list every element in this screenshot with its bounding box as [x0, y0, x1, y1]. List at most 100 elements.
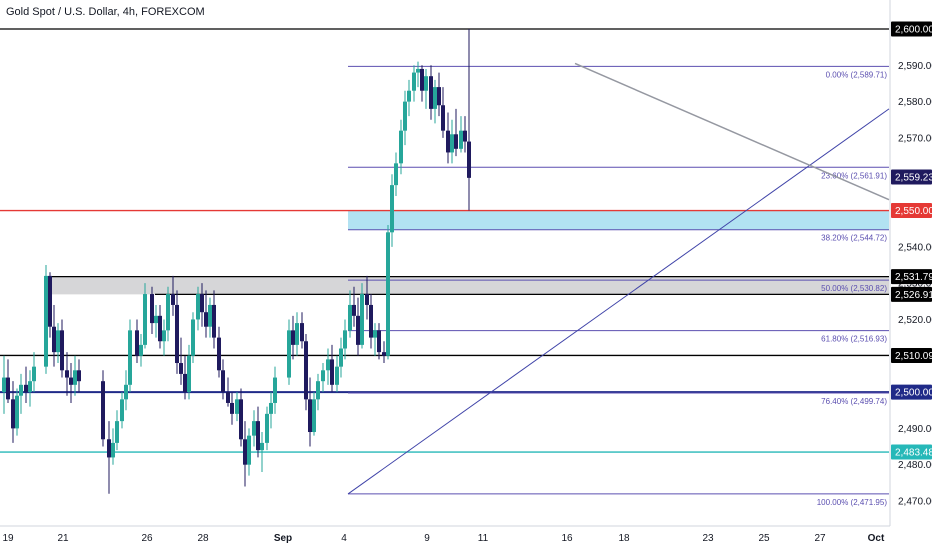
- candle-body: [183, 373, 187, 393]
- candle-body: [390, 185, 394, 233]
- fib-label: 23.60% (2,561.91): [821, 171, 887, 180]
- candle-body: [386, 232, 390, 356]
- candle-body: [179, 363, 183, 374]
- candle-body: [217, 337, 221, 371]
- time-tick-label: 27: [814, 533, 826, 544]
- candle-body: [230, 402, 234, 414]
- candle-body: [356, 315, 360, 345]
- candle-body: [135, 330, 139, 356]
- time-tick-label: 16: [561, 533, 573, 544]
- price-badge-label: 2,500.00: [895, 388, 932, 399]
- candle-body: [403, 101, 407, 131]
- time-tick-label: Sep: [274, 533, 292, 544]
- candle-body: [352, 304, 356, 316]
- candle-body: [343, 330, 347, 349]
- time-tick-label: 11: [478, 533, 489, 544]
- candle-body: [420, 68, 424, 91]
- price-axis-bg: [890, 0, 932, 526]
- price-tick-label: 2,480.00: [898, 460, 932, 471]
- candle-body: [446, 130, 450, 153]
- price-tick-label: 2,470.00: [898, 497, 932, 508]
- time-tick-label: 26: [141, 533, 153, 544]
- candle-body: [154, 315, 158, 324]
- price-badge: [891, 286, 932, 302]
- candle-body: [433, 87, 437, 109]
- price-badge: [891, 169, 932, 185]
- candle-body: [212, 304, 216, 338]
- candle-body: [196, 294, 200, 320]
- candle-body: [171, 294, 175, 305]
- candle-body: [208, 304, 212, 327]
- candle-body: [73, 370, 77, 385]
- candle-body: [377, 330, 381, 353]
- price-tick-label: 2,570.00: [898, 133, 932, 144]
- candle-body: [239, 399, 243, 440]
- candle-body: [463, 130, 467, 142]
- candle-body: [441, 105, 445, 131]
- candle-body: [412, 72, 416, 91]
- candle-body: [365, 294, 369, 305]
- candles-layer: [2, 29, 471, 494]
- price-tick-label: 2,490.00: [898, 424, 932, 435]
- candle-body: [454, 134, 458, 149]
- price-badge-label: 2,559.23: [895, 173, 932, 184]
- candle-body: [69, 377, 73, 385]
- candle-body: [32, 366, 36, 382]
- horizontal-lines-layer: [0, 28, 889, 453]
- candle-body: [139, 344, 143, 356]
- candle-body: [424, 76, 428, 91]
- candle-body: [348, 304, 352, 331]
- candle-body: [162, 330, 166, 342]
- candle-body: [15, 395, 19, 429]
- price-badge-label: 2,600.00: [895, 25, 932, 36]
- candle-body: [330, 359, 334, 385]
- price-badge-label: 2,483.48: [895, 448, 932, 459]
- price-badge: [891, 203, 932, 219]
- candle-body: [273, 377, 277, 403]
- candle-body: [243, 439, 247, 465]
- time-tick-label: 9: [424, 533, 430, 544]
- time-tick-label: 28: [197, 533, 209, 544]
- candle-body: [48, 275, 52, 327]
- candle-body: [360, 294, 364, 345]
- candle-body: [335, 366, 339, 385]
- support-zone-blue: [348, 210, 889, 230]
- candle-body: [287, 330, 291, 378]
- candle-body: [65, 370, 69, 378]
- chart-title: Gold Spot / U.S. Dollar, 4h, FOREXCOM: [6, 6, 205, 18]
- fib-label: 0.00% (2,589.71): [826, 70, 888, 79]
- candle-body: [291, 330, 295, 345]
- time-tick-label: 21: [57, 533, 69, 544]
- candle-body: [394, 163, 398, 186]
- price-tick-label: 2,520.00: [898, 315, 932, 326]
- price-badge: [891, 347, 932, 363]
- candle-body: [459, 130, 463, 149]
- candle-body: [11, 399, 15, 429]
- fib-label: 100.00% (2,471.95): [817, 498, 888, 507]
- candle-body: [6, 377, 10, 400]
- candle-body: [19, 384, 23, 396]
- candle-body: [247, 435, 251, 465]
- candle-body: [252, 421, 256, 436]
- candle-body: [407, 90, 411, 102]
- candle-body: [382, 352, 386, 356]
- candle-body: [221, 370, 225, 393]
- candle-body: [269, 402, 273, 414]
- candle-body: [204, 312, 208, 327]
- price-badge-label: 2,510.09: [895, 351, 932, 362]
- price-badge: [891, 21, 932, 37]
- price-badge: [891, 444, 932, 460]
- time-tick-label: Oct: [868, 533, 885, 544]
- time-tick-label: 18: [618, 533, 630, 544]
- time-axis[interactable]: 19 21 26 28 Sep 4 9 11 16 18 23 25 27 Oct: [0, 525, 890, 544]
- price-badge-label: 2,550.00: [895, 206, 932, 217]
- time-tick-label: 4: [341, 533, 347, 544]
- candle-body: [450, 134, 454, 153]
- candle-body: [265, 413, 269, 443]
- candle-body: [101, 381, 105, 440]
- candle-body: [56, 330, 60, 353]
- candle-body: [187, 355, 191, 393]
- candle-body: [316, 381, 320, 400]
- candle-body: [124, 384, 128, 400]
